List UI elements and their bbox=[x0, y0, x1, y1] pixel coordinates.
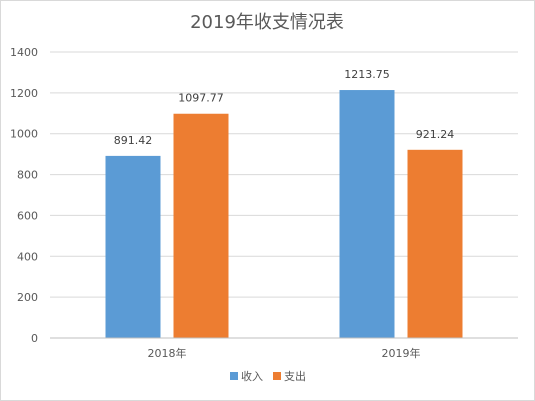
data-label: 891.42 bbox=[114, 134, 153, 147]
y-axis: 0 200 400 600 800 1000 1200 1400 bbox=[10, 46, 38, 345]
legend: 收入 支出 bbox=[230, 369, 306, 383]
data-label: 921.24 bbox=[416, 128, 455, 141]
y-tick-label: 1400 bbox=[10, 46, 38, 59]
y-tick-label: 1000 bbox=[10, 128, 38, 141]
bar-收入-2018年 bbox=[105, 155, 161, 338]
x-tick-label: 2018年 bbox=[148, 346, 187, 360]
legend-swatch-支出 bbox=[273, 372, 281, 380]
y-tick-label: 600 bbox=[17, 209, 38, 222]
legend-swatch-收入 bbox=[230, 372, 238, 380]
y-tick-label: 400 bbox=[17, 250, 38, 263]
data-label: 1097.77 bbox=[178, 92, 224, 105]
legend-label: 支出 bbox=[284, 369, 306, 383]
bar-支出-2018年 bbox=[173, 113, 229, 338]
data-labels: 891.42 1097.77 1213.75 921.24 bbox=[114, 68, 455, 147]
data-label: 1213.75 bbox=[344, 68, 390, 81]
bar-收入-2019年 bbox=[339, 90, 395, 338]
chart-title: 2019年收支情况表 bbox=[190, 12, 344, 33]
bars bbox=[105, 90, 463, 338]
y-tick-label: 200 bbox=[17, 291, 38, 304]
legend-label: 收入 bbox=[241, 369, 263, 383]
bar-支出-2019年 bbox=[407, 149, 463, 338]
x-tick-label: 2019年 bbox=[382, 346, 421, 360]
y-tick-label: 800 bbox=[17, 169, 38, 182]
y-tick-label: 1200 bbox=[10, 87, 38, 100]
x-axis: 2018年 2019年 bbox=[50, 337, 518, 360]
y-tick-label: 0 bbox=[31, 332, 38, 345]
